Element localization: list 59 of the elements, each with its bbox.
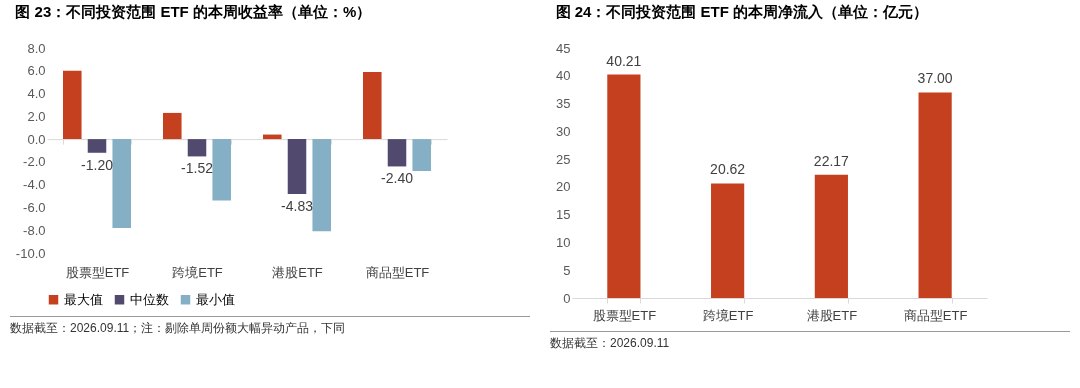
y-tick-label: 5: [563, 262, 571, 278]
data-label: 37.00: [917, 70, 953, 87]
data-label: -2.40: [381, 170, 414, 187]
y-tick-label: 40: [556, 68, 571, 84]
y-tick-label: -4.0: [23, 177, 46, 193]
y-tick-label: 4.0: [27, 86, 46, 102]
bar: [87, 139, 107, 153]
y-tick-label: 10: [556, 234, 571, 250]
data-label: 40.21: [606, 52, 642, 69]
text: 数据截至：2026.09.11；注：剔除单周份额大幅异动产品，下同: [10, 316, 530, 337]
legend-label: 中位数: [130, 291, 169, 307]
x-tick-label: 商品型ETF: [365, 264, 430, 280]
data-label: -1.20: [81, 156, 114, 173]
bar: [112, 139, 131, 228]
bar: [387, 139, 407, 167]
y-tick-label: 15: [556, 207, 571, 223]
y-tick-label: -2.0: [23, 154, 46, 170]
x-tick-label: 股票型ETF: [592, 307, 657, 323]
y-tick-label: 2.0: [27, 108, 46, 124]
chart-title: 图 24：不同投资范围 ETF 的本周净流入（单位：亿元）: [555, 3, 929, 20]
bar: [412, 139, 431, 171]
text: 数据截至：2026.09.11: [550, 331, 1070, 352]
bar: [263, 134, 282, 140]
bar: [607, 74, 641, 298]
bar: [814, 174, 848, 298]
x-tick-label: 港股ETF: [272, 264, 323, 280]
chart-title: 图 23：不同投资范围 ETF 的本周收益率（单位：%）: [15, 3, 372, 20]
bar: [287, 139, 307, 195]
bar: [918, 92, 952, 298]
bar: [212, 139, 231, 201]
y-tick-label: 0.0: [27, 131, 46, 147]
x-tick-label: 股票型ETF: [65, 264, 130, 280]
bar: [312, 139, 331, 232]
y-tick-label: 20: [556, 179, 571, 195]
y-tick-label: 30: [556, 123, 571, 139]
data-label: -4.83: [281, 198, 314, 215]
legend-label: 最小值: [196, 291, 235, 307]
y-tick-label: -8.0: [23, 222, 46, 238]
y-tick-label: 6.0: [27, 63, 46, 79]
legend-label: 最大值: [64, 291, 103, 307]
y-tick-label: 35: [556, 96, 571, 112]
y-tick-label: 8.0: [27, 40, 46, 56]
y-tick-label: 45: [556, 40, 571, 56]
x-tick-label: 商品型ETF: [903, 307, 968, 323]
bar: [711, 183, 745, 298]
y-tick-label: 0: [563, 290, 571, 306]
bar: [63, 70, 82, 140]
y-tick-label: -10.0: [15, 245, 46, 261]
x-tick-label: 跨境ETF: [172, 264, 223, 280]
x-tick-label: 跨境ETF: [702, 307, 754, 323]
y-tick-label: 25: [556, 151, 571, 167]
x-tick-label: 港股ETF: [806, 307, 858, 323]
bar: [187, 139, 207, 157]
data-label: 22.17: [813, 152, 850, 169]
bar: [163, 112, 182, 140]
data-label: 20.62: [710, 161, 746, 178]
y-tick-label: -6.0: [23, 199, 46, 215]
bar: [363, 71, 382, 140]
data-label: -1.52: [181, 160, 214, 177]
